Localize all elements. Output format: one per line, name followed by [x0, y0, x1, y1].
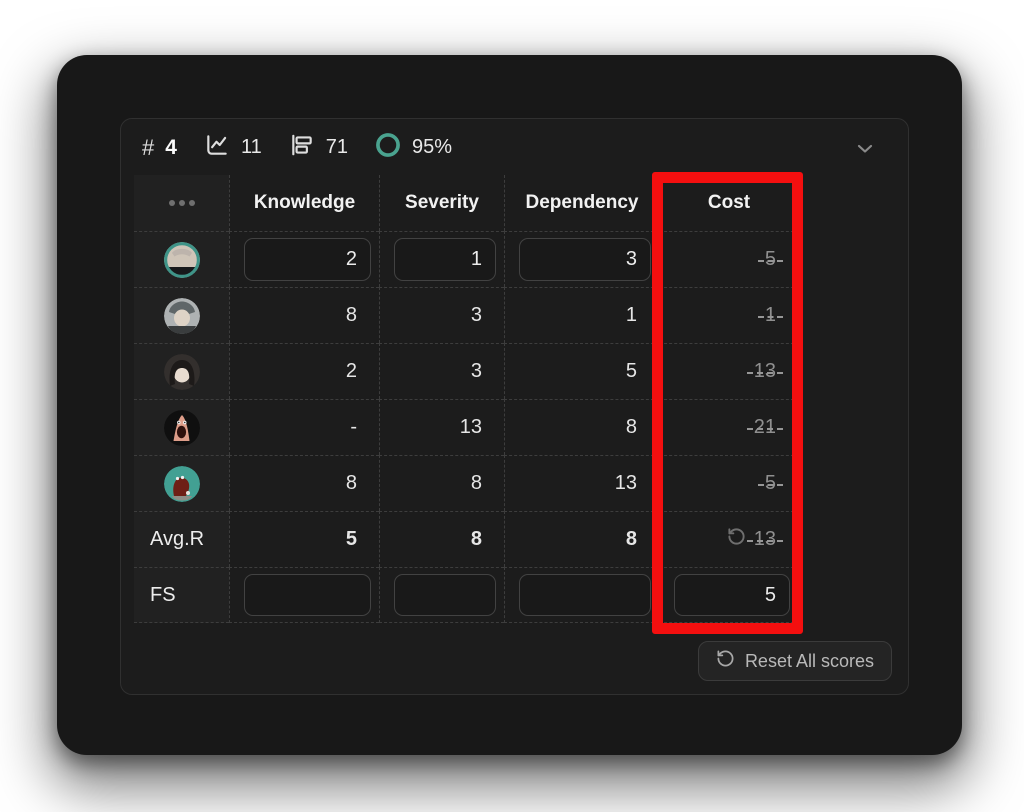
dependency-cell[interactable]: 1: [504, 287, 659, 343]
knowledge-cell: [229, 231, 379, 287]
severity-input[interactable]: [394, 238, 496, 281]
reset-all-scores-button[interactable]: Reset All scores: [697, 641, 892, 681]
cost-cell: 1: [659, 287, 799, 343]
avatar-player-1: [163, 241, 200, 278]
trend-value: 11: [240, 136, 262, 158]
struck-cost-value: 21: [746, 416, 784, 438]
knowledge-cell[interactable]: 8: [229, 287, 379, 343]
progress-ring-icon: [375, 132, 401, 164]
knowledge-cell[interactable]: 2: [229, 343, 379, 399]
stats-bar: # 4 11: [121, 119, 452, 176]
column-header-severity: Severity: [379, 175, 504, 231]
struck-cost-value: 13: [746, 528, 784, 550]
app-window: # 4 11: [57, 55, 962, 755]
avg-cost-cell: 13: [659, 511, 799, 567]
dependency-cell: [504, 231, 659, 287]
horizontal-bars-icon: [289, 132, 315, 164]
fs-cost-cell: [659, 567, 799, 623]
chevron-down-icon[interactable]: [856, 142, 874, 160]
fs-dependency-input[interactable]: [519, 574, 651, 616]
percent-value: 95%: [411, 136, 452, 158]
fs-row-label: FS: [134, 567, 229, 623]
fs-cost-input[interactable]: [674, 574, 790, 616]
avatar: [134, 287, 229, 343]
avg-row-label: Avg.R: [134, 511, 229, 567]
hash-icon: #: [142, 134, 155, 160]
reset-button-label: Reset All scores: [744, 650, 874, 671]
cost-cell: 13: [659, 343, 799, 399]
trend-stat: 11: [204, 132, 262, 164]
fs-dependency-cell: [504, 567, 659, 623]
avatar: [134, 231, 229, 287]
score-table: Knowledge Severity Dependency Cost: [134, 175, 799, 623]
severity-cell: [379, 231, 504, 287]
dependency-cell[interactable]: 13: [504, 455, 659, 511]
column-header-cost: Cost: [659, 175, 799, 231]
severity-cell[interactable]: 3: [379, 343, 504, 399]
rank-value: 4: [165, 135, 177, 159]
line-chart-icon: [204, 132, 230, 164]
column-header-knowledge: Knowledge: [229, 175, 379, 231]
avatar-player-5: [163, 465, 200, 502]
cost-cell: 21: [659, 399, 799, 455]
struck-cost-value: 1: [757, 304, 784, 326]
fs-severity-cell: [379, 567, 504, 623]
dependency-cell[interactable]: 5: [504, 343, 659, 399]
dependency-cell[interactable]: 8: [504, 399, 659, 455]
items-stat: 71: [289, 132, 348, 164]
knowledge-cell[interactable]: -: [229, 399, 379, 455]
dependency-input[interactable]: [519, 238, 651, 281]
avatar: [134, 399, 229, 455]
avatar-player-3: [163, 353, 200, 390]
scoring-panel: # 4 11: [120, 118, 909, 695]
avg-severity: 8: [379, 511, 504, 567]
avatar: [134, 343, 229, 399]
struck-cost-value: 13: [746, 360, 784, 382]
severity-cell[interactable]: 13: [379, 399, 504, 455]
severity-cell[interactable]: 3: [379, 287, 504, 343]
avg-knowledge: 5: [229, 511, 379, 567]
knowledge-input[interactable]: [244, 238, 371, 281]
percent-stat: 95%: [375, 132, 452, 164]
avatar: [134, 455, 229, 511]
undo-icon: [716, 649, 735, 673]
cost-cell: 5: [659, 455, 799, 511]
avatar-player-2: [163, 297, 200, 334]
rank-stat: # 4: [142, 135, 177, 161]
avg-dependency: 8: [504, 511, 659, 567]
undo-icon[interactable]: [727, 527, 746, 552]
column-header-dependency: Dependency: [504, 175, 659, 231]
struck-cost-value: 5: [757, 248, 784, 270]
severity-cell[interactable]: 8: [379, 455, 504, 511]
fs-knowledge-cell: [229, 567, 379, 623]
fs-severity-input[interactable]: [394, 574, 496, 616]
fs-knowledge-input[interactable]: [244, 574, 371, 616]
row-options-icon[interactable]: [134, 175, 229, 231]
avatar-player-4: [163, 409, 200, 446]
items-value: 71: [325, 136, 348, 158]
knowledge-cell[interactable]: 8: [229, 455, 379, 511]
cost-cell: 5: [659, 231, 799, 287]
struck-cost-value: 5: [757, 472, 784, 494]
